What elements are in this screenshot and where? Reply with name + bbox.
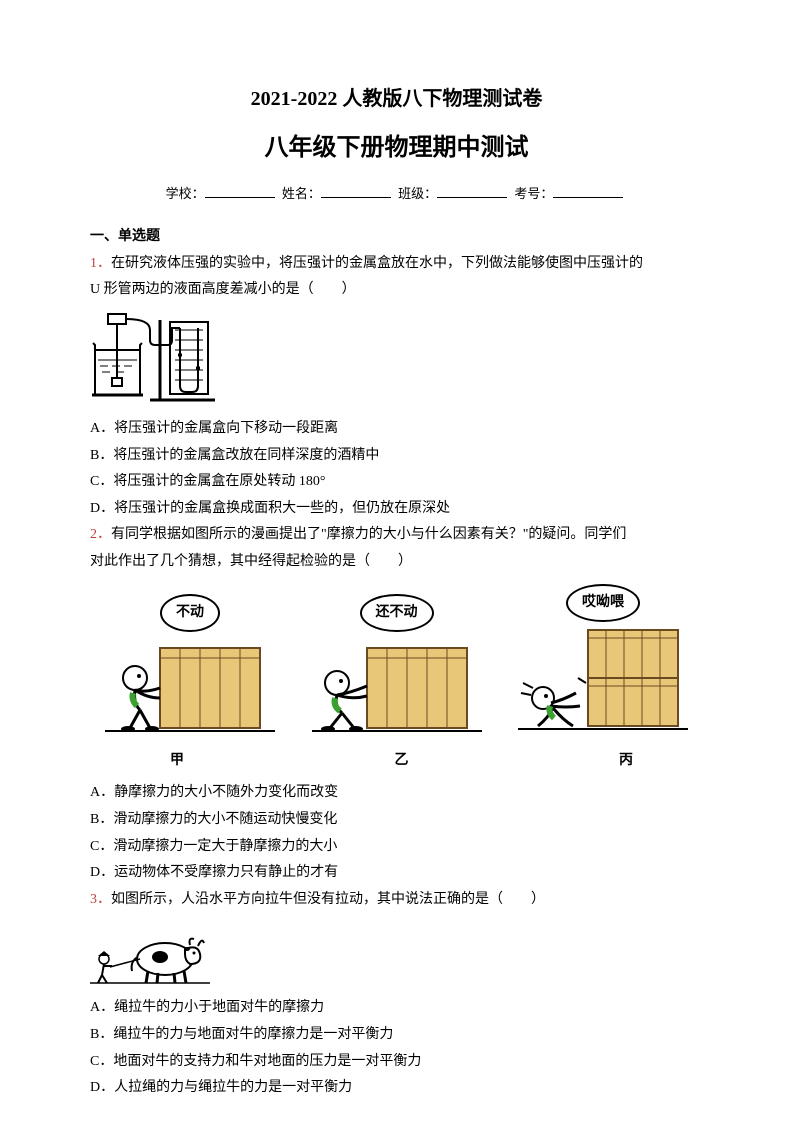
- q1-text-a: 在研究液体压强的实验中，将压强计的金属盒放在水中，下列做法能够使图中压强计的: [111, 256, 643, 271]
- q3-option-b: B．绳拉牛的力与地面对牛的摩擦力是一对平衡力: [90, 1022, 703, 1049]
- q2-option-c: C．滑动摩擦力一定大于静摩擦力的大小: [90, 834, 703, 861]
- blank-school[interactable]: [205, 184, 275, 198]
- q1-option-a: A．将压强计的金属盒向下移动一段距离: [90, 416, 703, 443]
- q2-option-d: D．运动物体不受摩擦力只有静止的才有: [90, 860, 703, 887]
- q2-option-b: B．滑动摩擦力的大小不随运动快慢变化: [90, 807, 703, 834]
- q2-panel-bing: 哎呦喂: [513, 584, 693, 744]
- q1-option-d: D．将压强计的金属盒换成面积大一些的，但仍放在原深处: [90, 496, 703, 523]
- q2-label-jia: 甲: [170, 748, 184, 775]
- question-1: 1．在研究液体压强的实验中，将压强计的金属盒放在水中，下列做法能够使图中压强计的: [90, 251, 703, 278]
- q3-number: 3．: [90, 892, 111, 907]
- blank-name[interactable]: [321, 184, 391, 198]
- q1-number: 1．: [90, 256, 111, 271]
- q3-text: 如图所示，人沿水平方向拉牛但没有拉动，其中说法正确的是（ ）: [111, 892, 545, 907]
- q2-label-bing: 丙: [619, 748, 633, 775]
- main-title-1: 2021-2022 人教版八下物理测试卷: [90, 80, 703, 118]
- q2-bubble-bing: 哎呦喂: [566, 584, 640, 623]
- label-class: 班级：: [398, 186, 437, 201]
- q2-cartoon-row: 不动 还不动: [90, 584, 703, 744]
- q2-bubble-yi: 还不动: [360, 594, 434, 633]
- q2-label-yi: 乙: [395, 748, 409, 775]
- q2-option-a: A．静摩擦力的大小不随外力变化而改变: [90, 780, 703, 807]
- main-title-2: 八年级下册物理期中测试: [90, 126, 703, 172]
- q3-figure: [90, 919, 703, 989]
- blank-class[interactable]: [437, 184, 507, 198]
- q2-bubble-jia: 不动: [160, 594, 220, 633]
- q3-option-c: C．地面对牛的支持力和牛对地面的压力是一对平衡力: [90, 1049, 703, 1076]
- q2-text-a: 有同学根据如图所示的漫画提出了"摩擦力的大小与什么因素有关？"的疑问。同学们: [111, 527, 626, 542]
- q1-option-c: C．将压强计的金属盒在原处转动 180°: [90, 469, 703, 496]
- section-1-header: 一、单选题: [90, 224, 703, 251]
- q1-figure: [90, 310, 703, 410]
- q3-option-d: D．人拉绳的力与绳拉牛的力是一对平衡力: [90, 1075, 703, 1102]
- blank-examno[interactable]: [553, 184, 623, 198]
- q2-panel-yi: 还不动: [307, 594, 487, 744]
- q3-option-a: A．绳拉牛的力小于地面对牛的摩擦力: [90, 995, 703, 1022]
- q1-text-b: U 形管两边的液面高度差减小的是（ ）: [90, 277, 703, 304]
- student-info-line: 学校： 姓名： 班级： 考号：: [90, 182, 703, 207]
- q2-panel-jia: 不动: [100, 594, 280, 744]
- question-2: 2．有同学根据如图所示的漫画提出了"摩擦力的大小与什么因素有关？"的疑问。同学们: [90, 522, 703, 549]
- q2-panel-labels: 甲 乙 丙: [90, 748, 703, 775]
- q2-number: 2．: [90, 527, 111, 542]
- question-3: 3．如图所示，人沿水平方向拉牛但没有拉动，其中说法正确的是（ ）: [90, 887, 703, 914]
- q2-text-b: 对此作出了几个猜想，其中经得起检验的是（ ）: [90, 549, 703, 576]
- label-school: 学校：: [166, 186, 205, 201]
- q1-option-b: B．将压强计的金属盒改放在同样深度的酒精中: [90, 443, 703, 470]
- label-examno: 考号：: [514, 186, 553, 201]
- label-name: 姓名：: [282, 186, 321, 201]
